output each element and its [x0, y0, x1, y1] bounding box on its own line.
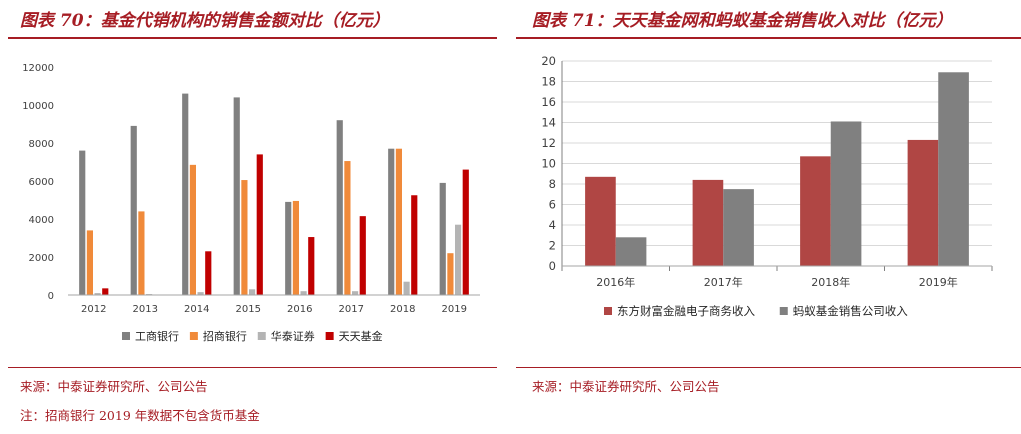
- right-legend-label: 蚂蚁基金销售公司收入: [793, 304, 908, 318]
- left-x-tick-label: 2013: [133, 304, 158, 315]
- right-bar: [615, 237, 647, 266]
- right-x-tick-label: 2019年: [919, 275, 958, 289]
- right-y-tick-label: 20: [541, 54, 556, 68]
- left-chart-title: 图表 70：基金代销机构的销售金额对比（亿元）: [20, 11, 390, 31]
- right-source: 来源：中泰证券研究所、公司公告: [532, 379, 720, 394]
- left-bar-chart: 0 2000 4000 6000 8000 10000 12000 2012 2013 2014 2…: [22, 63, 480, 343]
- left-bar: [359, 216, 366, 295]
- left-legend-label: 工商银行: [135, 329, 179, 343]
- right-bar: [907, 139, 939, 266]
- left-x-tick-label: 2019: [442, 304, 467, 315]
- right-x-tick-label: 2017年: [704, 275, 743, 289]
- left-bar: [447, 253, 454, 295]
- left-bar: [388, 148, 395, 295]
- right-y-tick-label: 16: [541, 95, 556, 109]
- right-bottom-rule: [516, 367, 1021, 368]
- right-bar: [692, 179, 724, 266]
- left-bar: [249, 289, 256, 295]
- left-title-rule: [8, 37, 497, 39]
- right-y-tick-label: 4: [549, 218, 556, 232]
- left-y-tick-label: 8000: [29, 139, 54, 150]
- right-bar: [800, 156, 831, 266]
- left-bar: [395, 148, 402, 295]
- left-y-tick-label: 4000: [29, 215, 54, 226]
- right-bar: [585, 176, 616, 266]
- left-legend-swatch: [122, 332, 130, 340]
- left-x-tick-label: 2014: [184, 304, 209, 315]
- right-bar-chart: 0 2 4 6 8 10 12 14 16 18 20 2016年 2017年 2018年 2019年东方财…: [541, 54, 993, 318]
- left-bar: [455, 224, 462, 295]
- left-bar: [411, 195, 418, 295]
- left-x-tick-label: 2018: [390, 304, 415, 315]
- right-legend-swatch: [779, 307, 788, 315]
- right-x-tick-label: 2016年: [596, 275, 635, 289]
- left-legend-swatch: [257, 332, 266, 340]
- right-y-tick-label: 12: [541, 136, 556, 150]
- left-bar: [344, 161, 351, 295]
- left-bar: [352, 291, 359, 295]
- left-bar: [300, 291, 307, 295]
- left-bar: [403, 281, 410, 295]
- left-bar: [197, 292, 204, 295]
- right-bar: [830, 121, 862, 266]
- left-bar: [462, 169, 469, 295]
- right-chart-title: 图表 71：天天基金网和蚂蚁基金销售收入对比（亿元）: [532, 11, 953, 31]
- left-x-tick-label: 2015: [236, 304, 261, 315]
- left-bar: [205, 251, 212, 295]
- left-x-tick-label: 2012: [81, 304, 106, 315]
- left-bar: [439, 182, 446, 295]
- right-bar: [723, 189, 754, 266]
- left-y-tick-label: 10000: [22, 101, 54, 112]
- left-bar: [241, 180, 248, 295]
- right-legend-label: 东方财富金融电子商务收入: [617, 304, 755, 318]
- left-legend-swatch: [189, 332, 198, 340]
- right-bar: [938, 72, 969, 267]
- left-note: 注：招商银行 2019 年数据不包含货币基金: [20, 408, 260, 423]
- left-legend-swatch: [325, 332, 334, 340]
- left-bar: [138, 211, 145, 295]
- right-y-tick-label: 6: [549, 198, 556, 212]
- left-x-tick-label: 2017: [339, 304, 364, 315]
- right-legend-swatch: [604, 307, 612, 315]
- left-legend-label: 招商银行: [203, 329, 247, 343]
- right-y-tick-label: 8: [549, 177, 556, 191]
- left-bar: [256, 154, 263, 295]
- left-y-tick-label: 0: [48, 291, 54, 302]
- left-bar: [292, 200, 299, 295]
- left-x-tick-label: 2016: [287, 304, 312, 315]
- left-y-tick-label: 2000: [29, 253, 54, 264]
- left-bar: [336, 120, 343, 295]
- right-y-tick-label: 0: [549, 259, 556, 273]
- left-bar: [233, 97, 240, 296]
- left-source: 来源：中泰证券研究所、公司公告: [20, 379, 208, 394]
- left-bar: [102, 288, 109, 295]
- right-y-tick-label: 14: [541, 116, 556, 130]
- left-legend-label: 天天基金: [339, 329, 383, 343]
- left-bottom-rule: [8, 367, 497, 368]
- left-bar: [189, 164, 196, 295]
- right-y-tick-label: 18: [541, 75, 556, 89]
- left-bar: [308, 237, 315, 295]
- left-y-tick-label: 6000: [29, 177, 54, 188]
- left-y-tick-label: 12000: [22, 63, 54, 74]
- left-bar: [285, 201, 292, 295]
- right-y-tick-label: 2: [549, 239, 556, 253]
- left-bar: [86, 230, 93, 295]
- right-title-rule: [516, 37, 1021, 39]
- left-legend-label: 华泰证券: [271, 329, 315, 343]
- right-y-tick-label: 10: [541, 157, 556, 171]
- left-bar: [130, 125, 137, 296]
- right-x-tick-label: 2018年: [811, 275, 850, 289]
- left-bar: [94, 293, 101, 295]
- left-bar: [79, 150, 86, 295]
- left-bar: [182, 93, 189, 295]
